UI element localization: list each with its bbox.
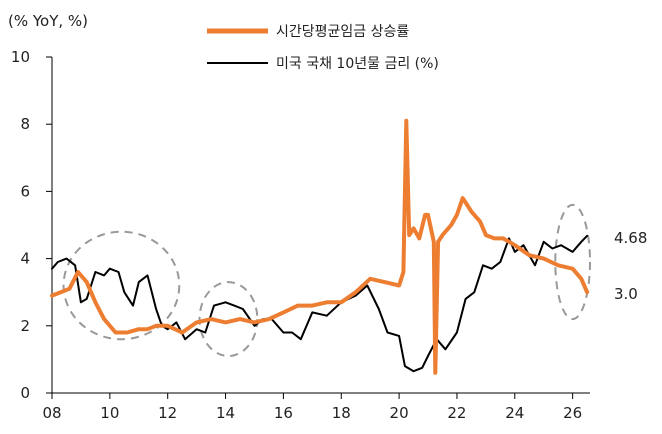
- y-tick-label: 6: [20, 182, 30, 200]
- wage-growth-series-line: [50, 118, 590, 375]
- series-lines: [50, 118, 590, 375]
- highlight-circles: [62, 203, 591, 358]
- highlight-circle: [62, 230, 181, 341]
- x-tick-label: 14: [216, 404, 235, 422]
- y-tick-label: 2: [20, 317, 30, 335]
- y-tick-label: 0: [20, 384, 30, 402]
- legend-label: 미국 국채 10년물 금리 (%): [276, 56, 439, 72]
- x-tick-label: 24: [505, 404, 524, 422]
- x-tick-label: 16: [274, 404, 293, 422]
- x-tick-label: 10: [100, 404, 119, 422]
- y-tick-label: 8: [20, 115, 30, 133]
- y-tick-label: 4: [20, 250, 30, 268]
- legend-label: 시간당평균임금 상승률: [276, 24, 409, 40]
- treasury-10y-series-line: [51, 234, 589, 373]
- x-tick-label: 26: [563, 404, 582, 422]
- wage-end-value-label: 3.0: [614, 285, 638, 303]
- highlight-circle: [554, 203, 591, 321]
- x-tick-label: 22: [447, 404, 466, 422]
- x-tick-label: 20: [390, 404, 409, 422]
- end-labels: 4.68 3.0: [614, 229, 647, 303]
- highlight-circle: [198, 281, 259, 358]
- treasury-end-value-label: 4.68: [614, 229, 647, 247]
- y-tick-label: 10: [11, 48, 30, 66]
- x-tick-label: 12: [158, 404, 177, 422]
- x-tick-label: 08: [42, 404, 61, 422]
- y-axis-unit-label: (% YoY, %): [8, 12, 88, 30]
- x-tick-label: 18: [332, 404, 351, 422]
